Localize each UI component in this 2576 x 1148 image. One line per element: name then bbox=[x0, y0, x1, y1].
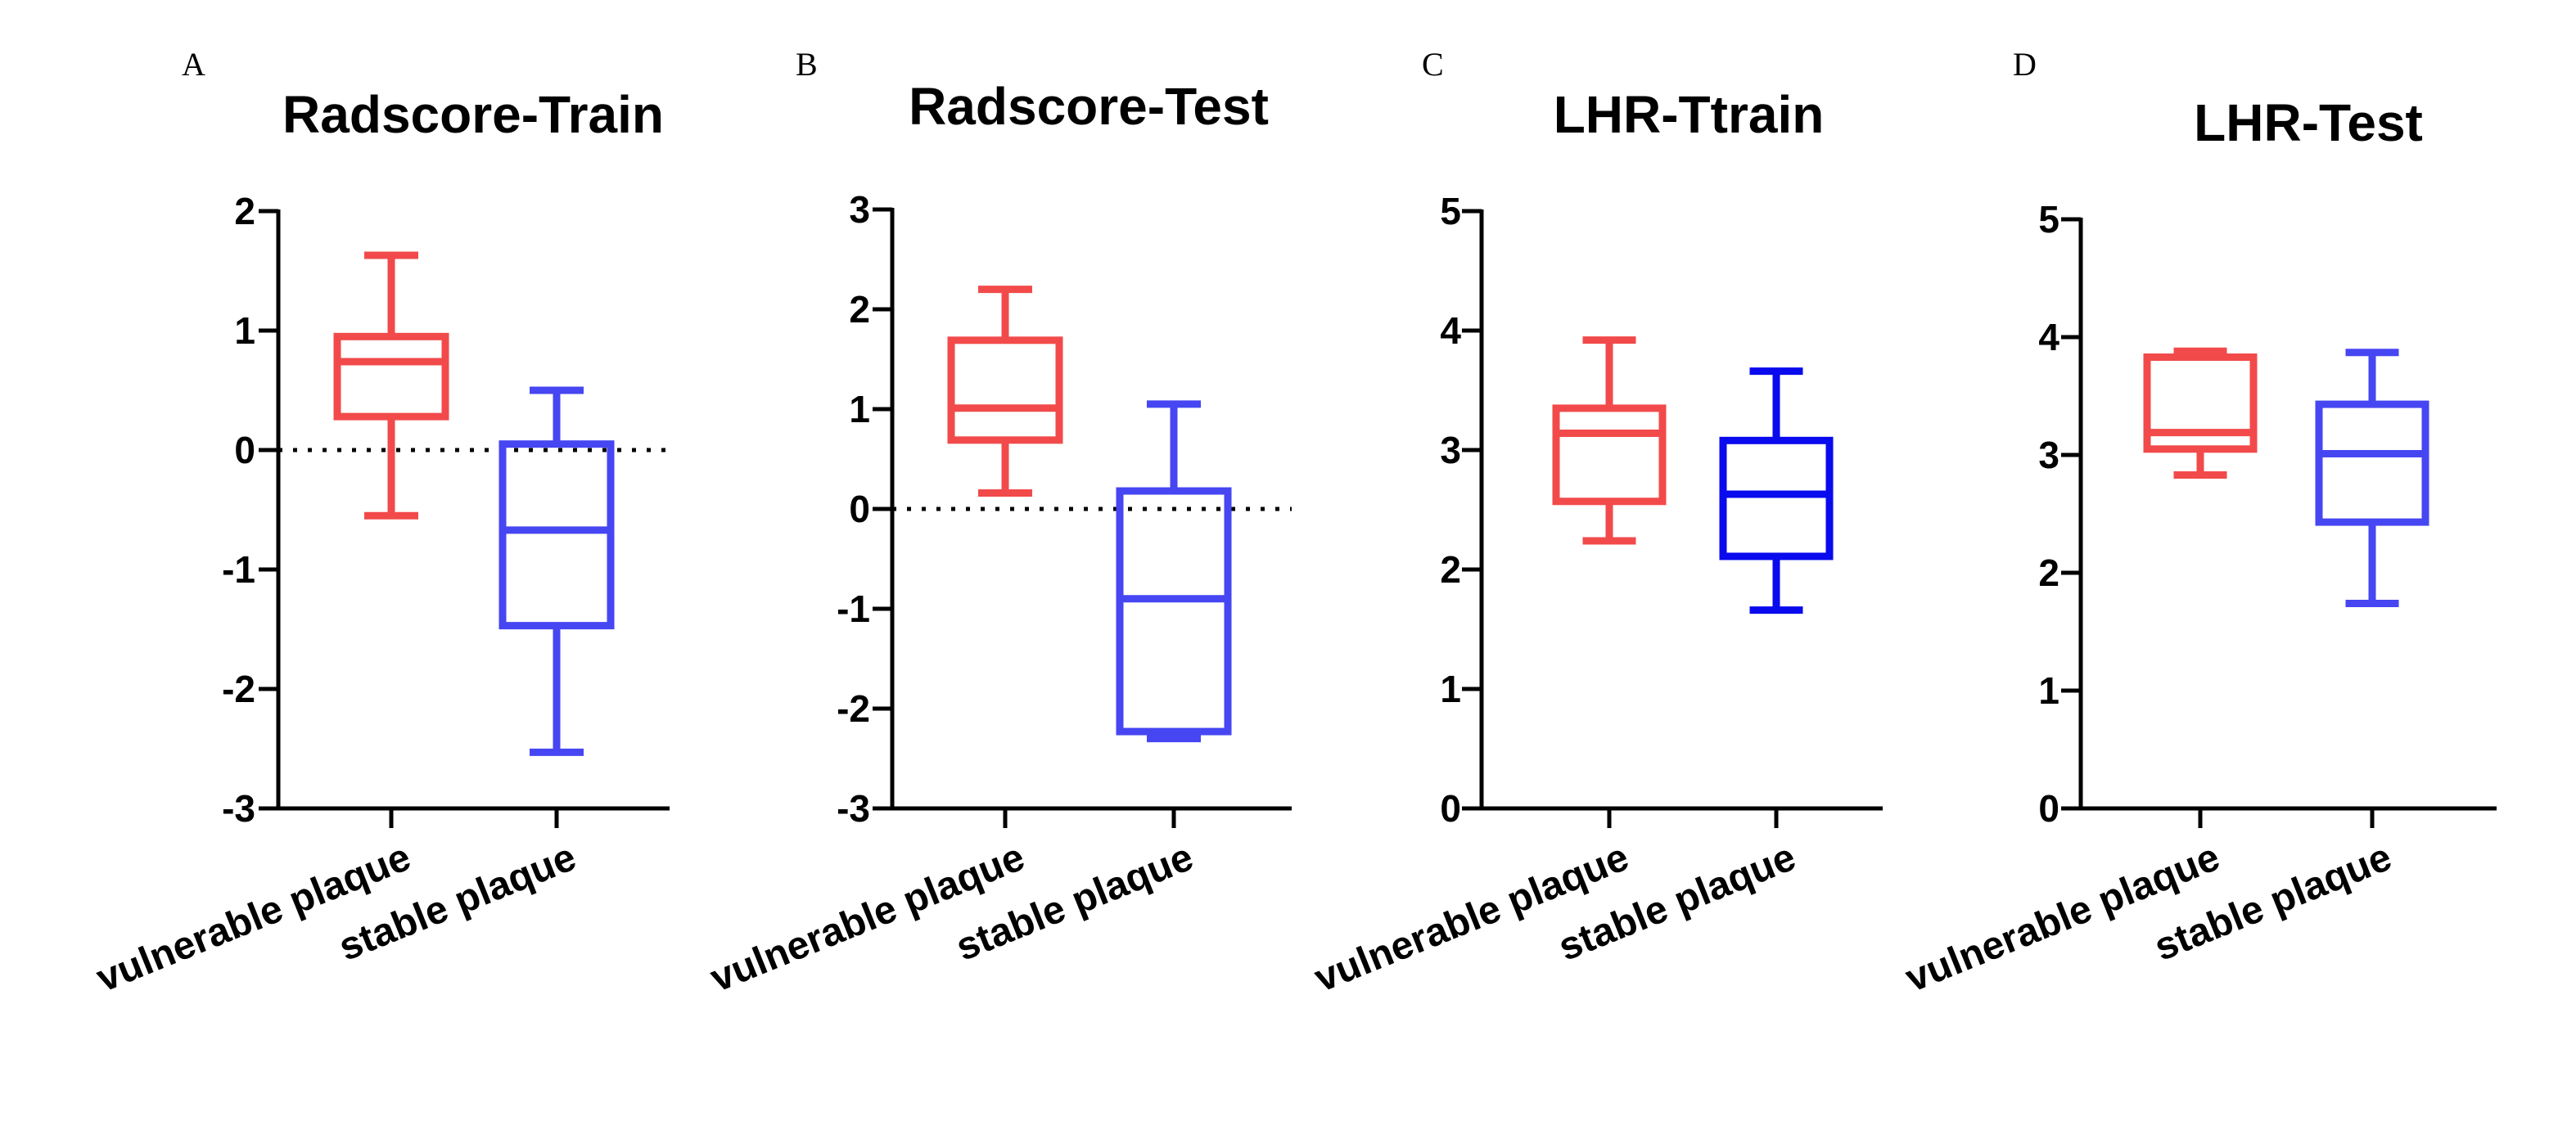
panel-letter: D bbox=[2013, 46, 2037, 83]
y-tick-label: 0 bbox=[234, 429, 255, 471]
y-tick-label: -1 bbox=[222, 548, 255, 591]
y-tick-label: 0 bbox=[849, 488, 870, 530]
panel-letter: B bbox=[796, 46, 818, 83]
iqr-box bbox=[499, 440, 615, 630]
box-vulnerable bbox=[333, 251, 449, 520]
y-tick-label: -2 bbox=[222, 668, 255, 710]
y-tick-label: 2 bbox=[849, 288, 870, 331]
y-tick-label: 1 bbox=[2038, 669, 2059, 712]
iqr-box bbox=[1116, 487, 1232, 736]
iqr-box bbox=[1552, 404, 1667, 506]
y-tick-label: 5 bbox=[2038, 198, 2059, 241]
y-tick-label: 2 bbox=[1440, 548, 1461, 591]
panel-letter: A bbox=[182, 46, 205, 83]
y-tick-label: 4 bbox=[1440, 309, 1461, 352]
chart-title: Radscore-Test bbox=[909, 77, 1269, 136]
box-stable bbox=[1719, 367, 1834, 615]
chart-title: LHR-Ttrain bbox=[1554, 85, 1825, 144]
y-tick-label: -3 bbox=[837, 787, 870, 830]
iqr-box bbox=[2143, 353, 2258, 453]
y-tick-label: 5 bbox=[1440, 190, 1461, 232]
y-tick-label: 0 bbox=[1440, 787, 1461, 830]
box-vulnerable bbox=[1552, 336, 1667, 545]
y-tick-label: 0 bbox=[2038, 787, 2059, 830]
box-vulnerable bbox=[2143, 347, 2258, 479]
y-tick-label: -1 bbox=[837, 588, 870, 630]
box-vulnerable bbox=[947, 286, 1063, 497]
box-stable bbox=[1116, 400, 1232, 743]
y-tick-label: 4 bbox=[2038, 316, 2059, 358]
y-tick-label: 1 bbox=[849, 388, 870, 430]
iqr-box bbox=[1719, 436, 1834, 560]
chart-title: Radscore-Train bbox=[282, 85, 664, 144]
y-tick-label: -3 bbox=[222, 787, 255, 830]
y-tick-label: 2 bbox=[234, 190, 255, 232]
y-tick-label: 3 bbox=[849, 188, 870, 231]
y-tick-label: 1 bbox=[1440, 668, 1461, 710]
y-tick-label: 3 bbox=[1440, 429, 1461, 471]
iqr-box bbox=[947, 336, 1063, 444]
box-stable bbox=[2315, 349, 2429, 607]
y-tick-label: 3 bbox=[2038, 434, 2059, 476]
y-tick-label: 1 bbox=[234, 309, 255, 352]
iqr-box bbox=[2315, 400, 2429, 526]
iqr-box bbox=[333, 332, 449, 421]
y-tick-label: -2 bbox=[837, 687, 870, 730]
chart-title: LHR-Test bbox=[2194, 93, 2423, 152]
panel-letter: C bbox=[1422, 46, 1444, 83]
box-stable bbox=[499, 386, 615, 756]
y-tick-label: 2 bbox=[2038, 551, 2059, 594]
